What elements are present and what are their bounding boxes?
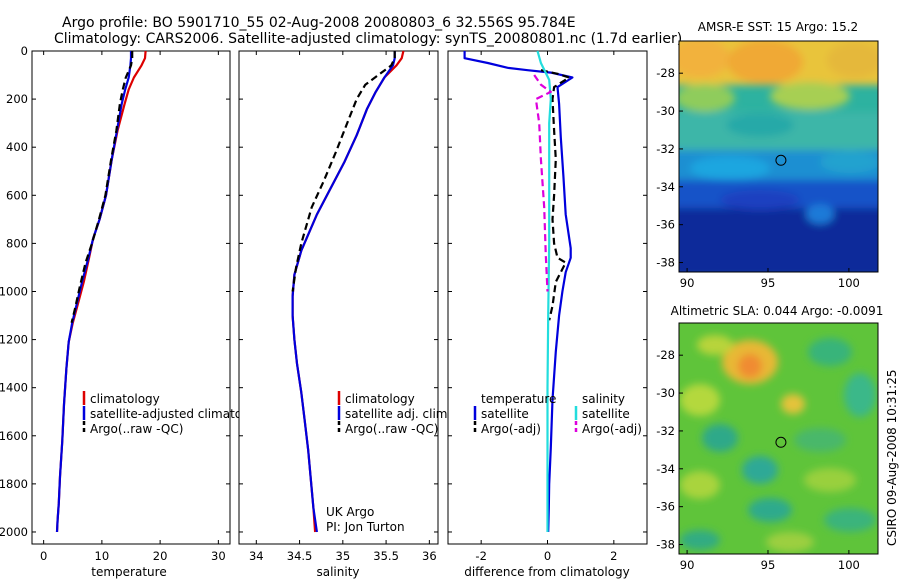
legend-label-sal-satellite: satellite <box>582 407 630 421</box>
y-tick-label: 600 <box>6 188 28 202</box>
x-tick-label: 34.5 <box>287 549 313 563</box>
sst-map-title: AMSR-E SST: 15 Argo: 15.2 <box>698 20 858 34</box>
salinity-lines <box>291 50 405 533</box>
y-tick-label: 400 <box>6 140 28 154</box>
map-y-tick-label: -34 <box>656 180 675 194</box>
legend-label-temp-argo: Argo(-adj) <box>481 422 541 436</box>
salinity-ticks: 34 34.5 35 35.5 36 <box>239 50 438 563</box>
x-tick-label: 34 <box>249 549 264 563</box>
sst-map-frame <box>678 40 879 273</box>
legend-label-satellite: satellite-adjusted climatology <box>90 407 268 421</box>
y-tick-label: 1800 <box>0 477 28 491</box>
difference-lines <box>463 50 574 533</box>
x-tick-label: 2 <box>610 549 617 563</box>
legend-label-argo: Argo(..raw -QC) <box>90 422 183 436</box>
series-line <box>291 51 396 533</box>
x-tick-label: 10 <box>95 549 110 563</box>
credit-pi: PI: Jon Turton <box>326 520 405 534</box>
difference-ticks: -2 0 2 <box>448 50 647 563</box>
salinity-legend: climatology satellite adj. clim. Argo(..… <box>337 391 451 436</box>
series-line <box>536 50 552 532</box>
x-tick-label: 35 <box>336 549 351 563</box>
temperature-lines <box>55 50 147 533</box>
y-tick-label: 200 <box>6 92 28 106</box>
map-y-tick-label: -34 <box>656 462 675 476</box>
figure-title-line2: Climatology: CARS2006. Satellite-adjuste… <box>54 31 682 47</box>
sst-argo-location-marker <box>775 154 787 166</box>
timestamp-stamp: CSIRO 09-Aug-2008 10:31:25 <box>885 370 899 546</box>
legend-label-temp-satellite: satellite <box>481 407 529 421</box>
legend-label-climatology: climatology <box>345 392 415 406</box>
map-y-tick-label: -38 <box>656 256 675 270</box>
sst-map-panel: AMSR-E SST: 15 Argo: 15.2 <box>656 20 879 290</box>
legend-label-argo: Argo(..raw -QC) <box>345 422 438 436</box>
map-y-tick-label: -32 <box>656 424 675 438</box>
map-y-tick-label: -30 <box>656 104 675 118</box>
sla-heatmap <box>679 323 878 554</box>
sla-map-frame <box>678 322 879 555</box>
sla-argo-location-marker <box>775 436 787 448</box>
sla-map-panel: Altimetric SLA: 0.044 Argo: -0.0091 <box>656 304 883 572</box>
sla-map-title: Altimetric SLA: 0.044 Argo: -0.0091 <box>671 304 884 318</box>
map-x-tick-label: 90 <box>680 558 695 572</box>
legend-label-satellite: satellite adj. clim. <box>345 407 451 421</box>
legend-label-climatology: climatology <box>90 392 160 406</box>
map-y-tick-label: -36 <box>656 218 675 232</box>
temperature-legend: climatology satellite-adjusted climatolo… <box>82 391 268 436</box>
legend-label-sal-argo: Argo(-adj) <box>582 422 642 436</box>
x-tick-label: -2 <box>475 549 486 563</box>
credit-org: UK Argo <box>326 505 374 519</box>
x-tick-label: 36 <box>422 549 437 563</box>
sla-map-ticks: 90 95 100 -28 -30 -32 -34 -36 -38 <box>656 348 860 572</box>
map-y-tick-label: -28 <box>656 348 675 362</box>
map-y-tick-label: -28 <box>656 66 675 80</box>
difference-xlabel: difference from climatology <box>464 565 630 579</box>
map-x-tick-label: 95 <box>761 558 776 572</box>
y-tick-label: 800 <box>6 236 28 250</box>
series-line <box>291 51 396 292</box>
series-line <box>70 51 134 324</box>
y-tick-label: 1600 <box>0 429 28 443</box>
y-tick-label: 2000 <box>0 525 28 539</box>
x-tick-label: 0 <box>40 549 47 563</box>
temperature-ticks: 0 10 20 30 0 200 400 600 800 1000 1200 1400 1600 1800… <box>0 44 230 563</box>
series-line <box>533 74 552 292</box>
map-y-tick-label: -32 <box>656 142 675 156</box>
temperature-xlabel: temperature <box>91 565 166 579</box>
map-x-tick-label: 100 <box>838 558 860 572</box>
series-line <box>463 51 574 533</box>
series-line <box>540 69 571 321</box>
difference-panel: -2 0 2 difference from climatology tempera… <box>447 50 648 579</box>
sst-heatmap <box>679 41 878 272</box>
x-tick-label: 30 <box>211 549 226 563</box>
series-line <box>55 51 133 533</box>
map-y-tick-label: -38 <box>656 538 675 552</box>
difference-legend: temperature satellite Argo(-adj) salinit… <box>473 392 642 436</box>
x-tick-label: 20 <box>153 549 168 563</box>
map-x-tick-label: 95 <box>761 276 776 290</box>
map-x-tick-label: 100 <box>838 276 860 290</box>
x-tick-label: 35.5 <box>373 549 399 563</box>
salinity-axes <box>238 50 439 545</box>
salinity-panel: 34 34.5 35 35.5 36 salinity climatology sate… <box>238 50 451 579</box>
y-tick-label: 1000 <box>0 284 28 298</box>
map-y-tick-label: -36 <box>656 500 675 514</box>
temperature-axes <box>31 50 231 545</box>
y-tick-label: 1200 <box>0 333 28 347</box>
salinity-xlabel: salinity <box>316 565 359 579</box>
legend-header-salinity: salinity <box>582 392 625 406</box>
x-tick-label: 0 <box>544 549 551 563</box>
temperature-panel: 0 10 20 30 0 200 400 600 800 1000 1200 1400 1600 1800… <box>0 44 268 579</box>
legend-header-temperature: temperature <box>481 392 556 406</box>
y-tick-label: 1400 <box>0 381 28 395</box>
sst-map-ticks: 90 95 100 -28 -30 -32 -34 -36 -38 <box>656 66 860 290</box>
map-x-tick-label: 90 <box>680 276 695 290</box>
y-tick-label: 0 <box>21 44 28 58</box>
figure-title-line1: Argo profile: BO 5901710_55 02-Aug-2008 … <box>62 15 576 31</box>
map-y-tick-label: -30 <box>656 386 675 400</box>
